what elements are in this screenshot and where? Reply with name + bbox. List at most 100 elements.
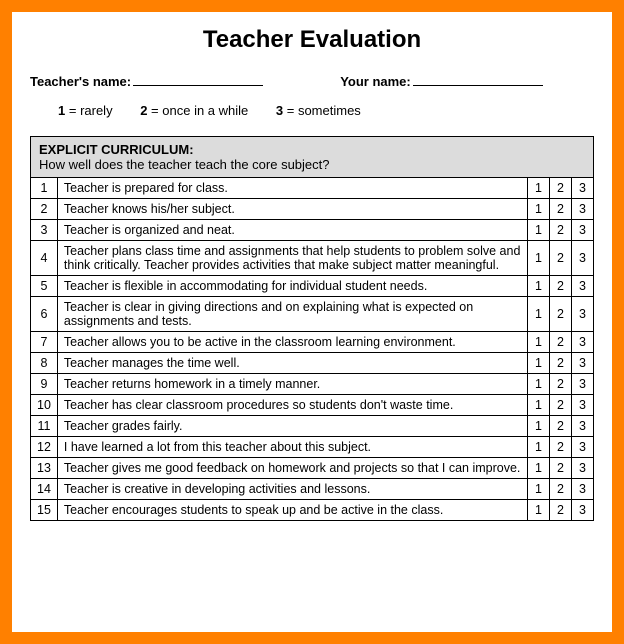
rating-cell-2[interactable]: 2 <box>550 479 572 500</box>
rating-cell-3[interactable]: 3 <box>572 297 594 332</box>
rating-cell-1[interactable]: 1 <box>528 374 550 395</box>
scale-item-1: 1 = rarely <box>58 103 113 118</box>
rating-cell-1[interactable]: 1 <box>528 178 550 199</box>
rating-cell-3[interactable]: 3 <box>572 276 594 297</box>
rating-cell-2[interactable]: 2 <box>550 276 572 297</box>
table-row: 1Teacher is prepared for class.123 <box>31 178 594 199</box>
row-number: 15 <box>31 500 58 521</box>
rating-cell-2[interactable]: 2 <box>550 332 572 353</box>
page-title: Teacher Evaluation <box>30 26 594 54</box>
row-text: Teacher is creative in developing activi… <box>57 479 527 500</box>
table-row: 7Teacher allows you to be active in the … <box>31 332 594 353</box>
rating-cell-1[interactable]: 1 <box>528 332 550 353</box>
table-row: 11Teacher grades fairly.123 <box>31 416 594 437</box>
evaluation-table: EXPLICIT CURRICULUM: How well does the t… <box>30 136 594 521</box>
rating-cell-1[interactable]: 1 <box>528 241 550 276</box>
row-text: Teacher manages the time well. <box>57 353 527 374</box>
row-text: Teacher returns homework in a timely man… <box>57 374 527 395</box>
row-number: 12 <box>31 437 58 458</box>
rating-cell-2[interactable]: 2 <box>550 178 572 199</box>
rating-cell-3[interactable]: 3 <box>572 241 594 276</box>
teacher-name-field: Teacher's name: <box>30 72 340 89</box>
row-number: 7 <box>31 332 58 353</box>
section-title: EXPLICIT CURRICULUM: <box>39 142 585 157</box>
table-row: 14Teacher is creative in developing acti… <box>31 479 594 500</box>
rating-cell-1[interactable]: 1 <box>528 297 550 332</box>
row-number: 10 <box>31 395 58 416</box>
rating-cell-3[interactable]: 3 <box>572 416 594 437</box>
row-text: Teacher grades fairly. <box>57 416 527 437</box>
rating-cell-3[interactable]: 3 <box>572 458 594 479</box>
your-name-input[interactable] <box>413 72 543 86</box>
scale-legend: 1 = rarely 2 = once in a while 3 = somet… <box>58 103 594 118</box>
table-row: 15Teacher encourages students to speak u… <box>31 500 594 521</box>
rating-cell-2[interactable]: 2 <box>550 374 572 395</box>
your-name-field: Your name: <box>340 72 594 89</box>
rating-cell-1[interactable]: 1 <box>528 479 550 500</box>
row-number: 13 <box>31 458 58 479</box>
table-row: 12I have learned a lot from this teacher… <box>31 437 594 458</box>
rating-cell-2[interactable]: 2 <box>550 353 572 374</box>
rating-cell-2[interactable]: 2 <box>550 199 572 220</box>
rating-cell-2[interactable]: 2 <box>550 220 572 241</box>
name-row: Teacher's name: Your name: <box>30 72 594 89</box>
rating-cell-2[interactable]: 2 <box>550 297 572 332</box>
table-row: 6Teacher is clear in giving directions a… <box>31 297 594 332</box>
rating-cell-1[interactable]: 1 <box>528 416 550 437</box>
rating-cell-3[interactable]: 3 <box>572 178 594 199</box>
rating-cell-1[interactable]: 1 <box>528 437 550 458</box>
row-number: 14 <box>31 479 58 500</box>
your-name-label: Your name: <box>340 74 411 89</box>
row-text: Teacher is clear in giving directions an… <box>57 297 527 332</box>
table-row: 4Teacher plans class time and assignment… <box>31 241 594 276</box>
row-number: 4 <box>31 241 58 276</box>
row-number: 2 <box>31 199 58 220</box>
rating-cell-3[interactable]: 3 <box>572 199 594 220</box>
row-text: Teacher knows his/her subject. <box>57 199 527 220</box>
row-text: Teacher has clear classroom procedures s… <box>57 395 527 416</box>
table-row: 3Teacher is organized and neat.123 <box>31 220 594 241</box>
row-text: I have learned a lot from this teacher a… <box>57 437 527 458</box>
rating-cell-3[interactable]: 3 <box>572 395 594 416</box>
row-text: Teacher gives me good feedback on homewo… <box>57 458 527 479</box>
rating-cell-2[interactable]: 2 <box>550 500 572 521</box>
rating-cell-3[interactable]: 3 <box>572 500 594 521</box>
rating-cell-1[interactable]: 1 <box>528 220 550 241</box>
table-row: 9Teacher returns homework in a timely ma… <box>31 374 594 395</box>
row-text: Teacher encourages students to speak up … <box>57 500 527 521</box>
rating-cell-3[interactable]: 3 <box>572 374 594 395</box>
row-text: Teacher is prepared for class. <box>57 178 527 199</box>
rating-cell-1[interactable]: 1 <box>528 395 550 416</box>
rating-cell-2[interactable]: 2 <box>550 416 572 437</box>
row-number: 5 <box>31 276 58 297</box>
rating-cell-1[interactable]: 1 <box>528 353 550 374</box>
rating-cell-1[interactable]: 1 <box>528 199 550 220</box>
teacher-name-label: Teacher's name: <box>30 74 131 89</box>
rating-cell-2[interactable]: 2 <box>550 241 572 276</box>
rating-cell-1[interactable]: 1 <box>528 458 550 479</box>
rating-cell-2[interactable]: 2 <box>550 437 572 458</box>
rating-cell-3[interactable]: 3 <box>572 353 594 374</box>
rating-cell-1[interactable]: 1 <box>528 276 550 297</box>
row-text: Teacher is flexible in accommodating for… <box>57 276 527 297</box>
row-number: 11 <box>31 416 58 437</box>
rating-cell-3[interactable]: 3 <box>572 332 594 353</box>
rating-cell-3[interactable]: 3 <box>572 437 594 458</box>
rating-cell-1[interactable]: 1 <box>528 500 550 521</box>
table-row: 8Teacher manages the time well.123 <box>31 353 594 374</box>
rating-cell-2[interactable]: 2 <box>550 395 572 416</box>
row-text: Teacher is organized and neat. <box>57 220 527 241</box>
row-number: 6 <box>31 297 58 332</box>
scale-item-2: 2 = once in a while <box>140 103 248 118</box>
table-row: 13Teacher gives me good feedback on home… <box>31 458 594 479</box>
rating-cell-3[interactable]: 3 <box>572 220 594 241</box>
row-number: 1 <box>31 178 58 199</box>
teacher-name-input[interactable] <box>133 72 263 86</box>
table-row: 5Teacher is flexible in accommodating fo… <box>31 276 594 297</box>
rating-cell-3[interactable]: 3 <box>572 479 594 500</box>
row-number: 8 <box>31 353 58 374</box>
section-subtitle: How well does the teacher teach the core… <box>39 157 585 172</box>
row-text: Teacher allows you to be active in the c… <box>57 332 527 353</box>
table-row: 10Teacher has clear classroom procedures… <box>31 395 594 416</box>
rating-cell-2[interactable]: 2 <box>550 458 572 479</box>
